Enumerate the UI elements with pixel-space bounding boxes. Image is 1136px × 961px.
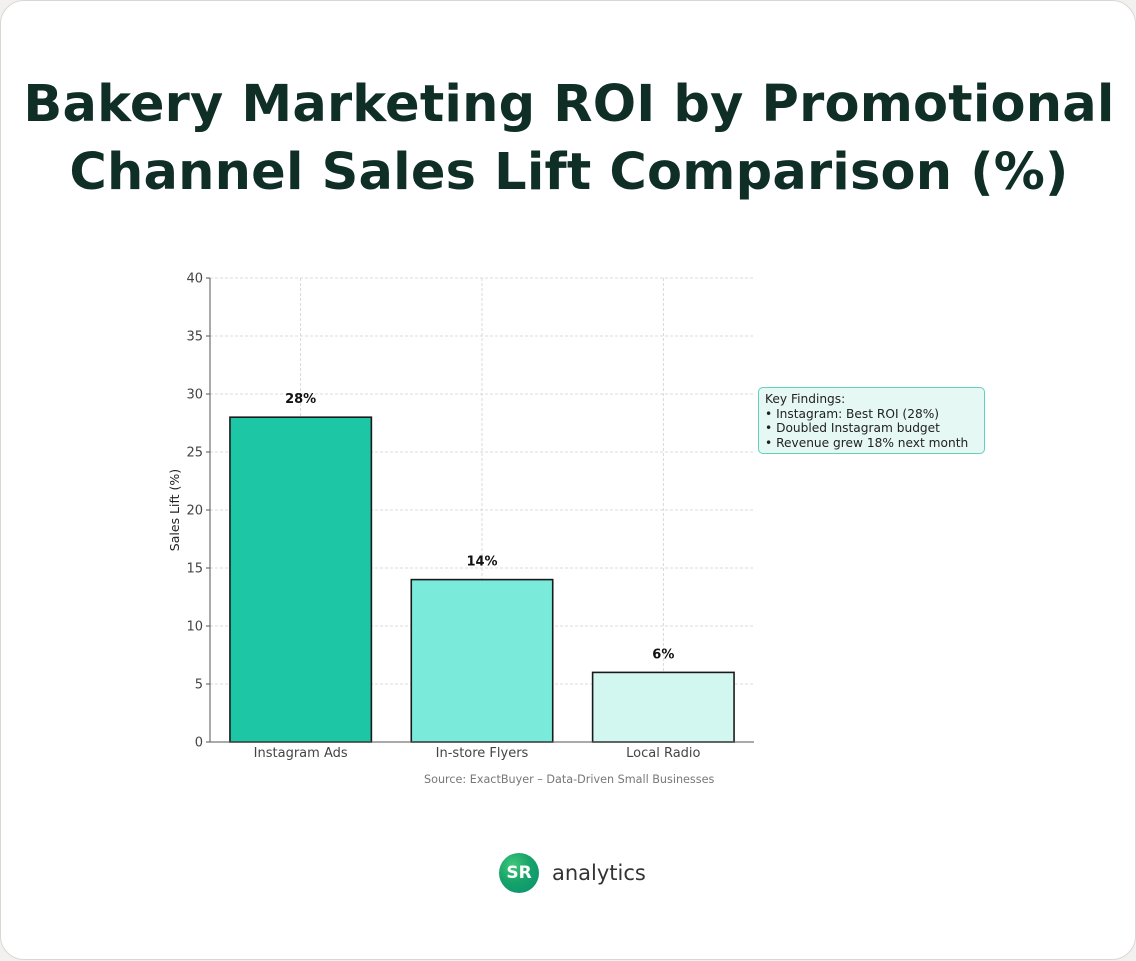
bar [229,416,373,743]
key-finding-item: • Doubled Instagram budget [765,421,940,435]
y-tick-label: 15 [186,562,203,577]
source-note: Source: ExactBuyer – Data-Driven Small B… [424,773,715,786]
chart-title: Bakery Marketing ROI by Promotional Chan… [1,71,1136,207]
brand-name: analytics [552,861,646,885]
bar-value-label: 28% [285,392,316,407]
bar-value-label: 6% [652,647,674,662]
key-finding-item: • Instagram: Best ROI (28%) [765,406,940,421]
key-finding-item: • Revenue grew 18% next month [765,435,969,450]
y-tick-label: 20 [186,504,203,519]
y-tick-label: 25 [186,446,203,461]
y-tick-label: 0 [195,736,203,751]
x-tick-label: Instagram Ads [254,746,348,761]
y-tick-label: 40 [186,272,203,287]
brand: SR analytics [499,853,646,893]
x-tick-label: Local Radio [626,746,700,761]
brand-logo: SR [499,853,539,893]
y-tick-label: 5 [195,678,203,693]
chart-title-line-2: Channel Sales Lift Comparison (%) [69,143,1069,202]
y-tick-label: 30 [186,388,203,403]
key-findings-box: Key Findings: • Instagram: Best ROI (28%… [758,387,985,454]
x-tick-label: In-store Flyers [436,746,529,761]
y-tick-label: 35 [186,330,203,345]
bar [591,671,735,743]
y-tick-label: 10 [186,620,203,635]
chart-title-line-1: Bakery Marketing ROI by Promotional [23,75,1115,134]
y-axis-label: Sales Lift (%) [167,469,182,551]
key-findings-heading: Key Findings: [765,392,846,406]
bar [410,578,554,743]
bar-value-label: 14% [466,555,497,570]
